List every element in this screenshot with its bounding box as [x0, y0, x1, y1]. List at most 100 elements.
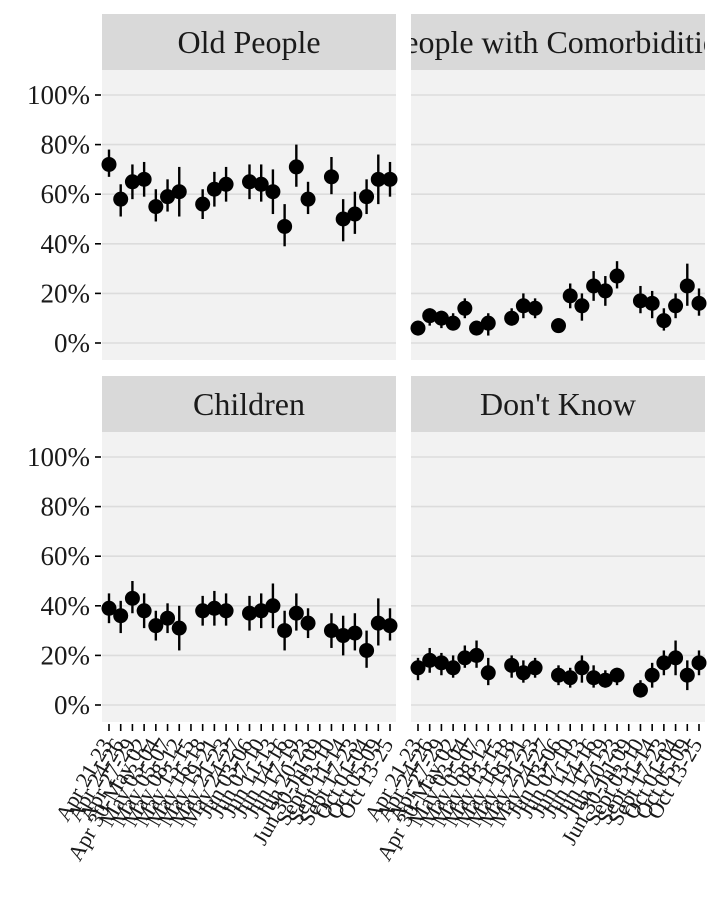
data-point: [422, 652, 438, 668]
y-tick-label: 40%: [41, 591, 91, 621]
data-point: [370, 171, 386, 187]
y-tick-label: 0%: [54, 328, 90, 358]
data-point: [668, 650, 684, 666]
data-point: [632, 293, 648, 309]
facet-panel-0: Old People 0% 20% 40% 60% 80% 100%: [27, 14, 398, 360]
data-point: [656, 313, 672, 329]
y-tick-label: 60%: [41, 179, 91, 209]
data-point: [469, 320, 485, 336]
data-point: [574, 298, 590, 314]
data-point: [551, 318, 566, 334]
data-point: [323, 169, 339, 185]
facet-panel-background: [102, 432, 396, 722]
data-point: [609, 667, 625, 683]
data-point: [171, 184, 187, 200]
facet-strip: [102, 376, 396, 432]
data-point: [265, 184, 281, 200]
data-point: [515, 298, 531, 314]
data-point: [679, 667, 695, 683]
data-point: [480, 315, 496, 331]
facet-strip-title: People with Comorbidities: [386, 24, 720, 60]
data-point: [609, 268, 625, 284]
facet-strip-title: Children: [193, 386, 305, 422]
data-point: [195, 603, 211, 619]
data-point: [218, 176, 234, 192]
data-point: [148, 618, 164, 634]
y-tick-label: 20%: [41, 278, 91, 308]
data-point: [265, 598, 281, 614]
facet-strip-title: Old People: [177, 24, 320, 60]
facet-panel-1: People with Comorbidities: [386, 14, 720, 360]
data-point: [335, 628, 351, 644]
data-point: [347, 625, 363, 641]
data-point: [562, 670, 578, 686]
data-point: [288, 605, 304, 621]
data-point: [433, 655, 449, 671]
data-point: [382, 171, 398, 187]
y-tick-label: 100%: [27, 442, 90, 472]
data-point: [124, 174, 140, 190]
data-point: [195, 196, 211, 212]
data-point: [574, 660, 590, 676]
data-point: [527, 660, 543, 676]
y-tick-label: 40%: [41, 229, 91, 259]
data-point: [457, 650, 473, 666]
data-point: [644, 295, 660, 311]
data-point: [644, 667, 660, 683]
data-point: [551, 667, 566, 683]
data-point: [382, 618, 398, 634]
data-point: [113, 608, 129, 624]
data-point: [242, 605, 257, 621]
data-point: [656, 655, 672, 671]
y-tick-label: 80%: [41, 492, 91, 522]
data-point: [668, 298, 684, 314]
data-point: [253, 603, 269, 619]
facet-strip: [411, 14, 705, 70]
y-tick-label: 100%: [27, 80, 90, 110]
data-point: [422, 308, 438, 324]
data-point: [242, 174, 257, 190]
data-point: [445, 315, 461, 331]
data-point: [206, 181, 222, 197]
facet-strip: [411, 376, 705, 432]
data-point: [504, 310, 520, 326]
data-point: [586, 670, 602, 686]
data-point: [445, 660, 461, 676]
data-point: [101, 156, 117, 172]
facet-strip-title: Don't Know: [480, 386, 636, 422]
data-point: [515, 665, 531, 681]
y-tick-label: 80%: [41, 130, 91, 160]
data-point: [300, 191, 316, 207]
data-point: [433, 310, 449, 326]
data-point: [632, 682, 648, 698]
data-point: [359, 642, 375, 658]
data-point: [160, 610, 176, 626]
data-point: [136, 171, 152, 187]
data-point: [410, 320, 426, 336]
data-point: [691, 295, 707, 311]
data-point: [457, 300, 473, 316]
data-point: [410, 660, 426, 676]
data-point: [124, 590, 140, 606]
data-point: [300, 615, 316, 631]
y-tick-label: 0%: [54, 690, 90, 720]
data-point: [218, 603, 234, 619]
data-point: [679, 278, 695, 294]
y-tick-label: 20%: [41, 640, 91, 670]
data-point: [359, 189, 375, 205]
data-point: [148, 199, 164, 215]
data-point: [277, 623, 293, 639]
data-point: [597, 283, 613, 299]
data-point: [347, 206, 363, 222]
data-point: [370, 615, 386, 631]
data-point: [527, 300, 543, 316]
data-point: [136, 603, 152, 619]
data-point: [277, 218, 293, 234]
facet-strip: [102, 14, 396, 70]
data-point: [586, 278, 602, 294]
data-point: [469, 647, 485, 663]
data-point: [562, 288, 578, 304]
